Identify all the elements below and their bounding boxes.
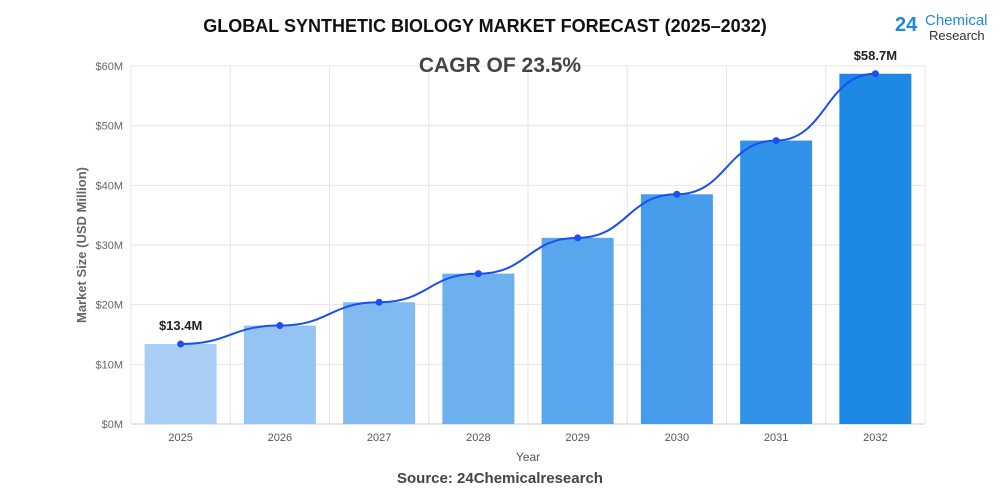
bar-2031 (740, 140, 813, 425)
data-label: $13.4M (159, 318, 202, 333)
trend-point (673, 190, 681, 198)
y-axis-label: Market Size (USD Million) (74, 167, 89, 323)
source-note: Source: 24Chemicalresearch (397, 470, 603, 487)
bar-2028 (442, 273, 515, 424)
y-tick-label: $30M (95, 240, 123, 252)
bar-2032 (839, 73, 912, 425)
trend-point (177, 340, 185, 348)
x-tick-label: 2032 (863, 432, 887, 444)
y-tick-label: $50M (95, 121, 123, 133)
x-tick-label: 2026 (268, 432, 292, 444)
bar-2030 (640, 194, 713, 424)
trend-point (375, 298, 383, 306)
logo-line1: Chemical (925, 12, 988, 29)
chart-subtitle: CAGR OF 23.5% (419, 54, 582, 77)
data-label: $58.7M (854, 48, 897, 63)
y-tick-label: $0M (102, 419, 123, 431)
logo-number: 24 (895, 14, 918, 36)
x-tick-label: 2027 (367, 432, 391, 444)
x-tick-label: 2029 (565, 432, 589, 444)
trend-point (772, 137, 780, 145)
bar-2025 (144, 344, 217, 424)
x-axis-label: Year (516, 450, 540, 464)
y-tick-label: $40M (95, 180, 123, 192)
y-tick-label: $10M (95, 359, 123, 371)
bar-2029 (541, 237, 614, 424)
trend-point (474, 270, 482, 278)
trend-point (276, 322, 284, 330)
trend-point (871, 70, 879, 78)
y-tick-label: $20M (95, 300, 123, 312)
x-tick-label: 2030 (665, 432, 689, 444)
trend-point (574, 234, 582, 242)
logo-line2: Research (929, 28, 985, 43)
x-tick-label: 2028 (466, 432, 490, 444)
chart-title: GLOBAL SYNTHETIC BIOLOGY MARKET FORECAST… (203, 16, 767, 36)
x-tick-label: 2025 (168, 432, 192, 444)
x-tick-label: 2031 (764, 432, 788, 444)
bar-2026 (243, 325, 316, 424)
y-tick-label: $60M (95, 61, 123, 73)
trend-line (180, 72, 876, 346)
brand-logo: 24 Chemical Research (895, 10, 995, 43)
bar-2027 (343, 302, 416, 424)
